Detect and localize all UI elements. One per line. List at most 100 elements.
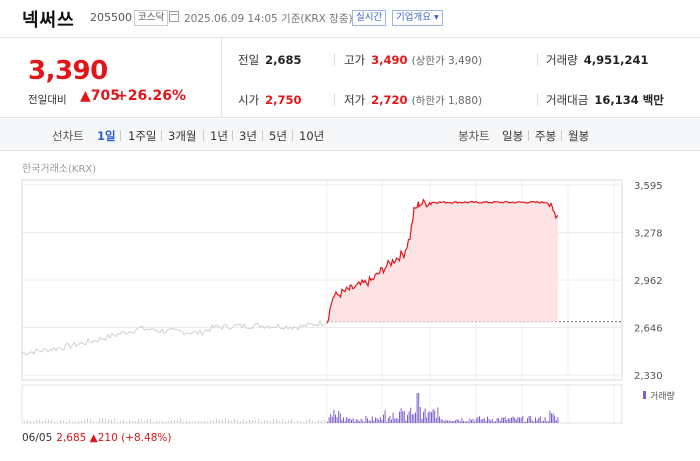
price-line xyxy=(326,198,559,324)
tab-1w[interactable]: 1주일 xyxy=(128,129,157,143)
stat-sub: (하한가 1,880) xyxy=(411,95,483,107)
tab-3y[interactable]: 3년 xyxy=(239,129,257,143)
volume-bar xyxy=(458,420,460,423)
volume-bar xyxy=(491,419,493,423)
volume-bar xyxy=(551,413,552,423)
volume-bar xyxy=(183,421,184,423)
volume-bar xyxy=(399,411,400,423)
stock-name[interactable]: 넥써쓰 xyxy=(22,10,75,31)
price-summary: 3,390 전일대비 ▲705 +26.26% 전일 2,685 시가 2,750 … xyxy=(0,38,700,118)
stat-label: 저가 xyxy=(344,93,366,107)
volume-bar xyxy=(171,420,172,423)
volume-bar xyxy=(522,416,524,423)
volume-bar xyxy=(201,421,202,423)
volume-bar xyxy=(397,418,399,423)
tab-daily[interactable]: 일봉 xyxy=(502,129,524,143)
divider xyxy=(537,93,538,106)
change-value: ▲705 xyxy=(80,88,120,104)
stat-amount: 거래대금 16,134 백만 xyxy=(546,92,664,108)
volume-bar xyxy=(87,418,88,423)
realtime-button[interactable]: 실시간 xyxy=(352,10,387,26)
volume-bar xyxy=(258,418,259,423)
divider xyxy=(120,130,121,141)
tab-monthly[interactable]: 월봉 xyxy=(568,129,590,143)
volume-bar xyxy=(445,419,447,423)
volume-bar xyxy=(330,413,332,423)
volume-bar xyxy=(419,407,421,423)
volume-bar xyxy=(243,418,244,423)
stat-label: 거래량 xyxy=(546,53,578,67)
volume-bar xyxy=(237,420,238,423)
stat-label: 전일 xyxy=(238,53,260,67)
stat-value: 2,720 xyxy=(371,93,408,107)
stat-low: 저가 2,720 (하한가 1,880) xyxy=(344,92,482,108)
tab-1y[interactable]: 1년 xyxy=(210,129,228,143)
volume-bar xyxy=(538,418,540,423)
volume-bar xyxy=(174,419,175,423)
volume-bar xyxy=(231,420,232,423)
volume-bar xyxy=(378,419,380,423)
divider xyxy=(528,130,529,141)
volume-bar xyxy=(129,419,130,423)
volume-bar xyxy=(327,421,328,423)
volume-bar xyxy=(264,420,265,423)
volume-bar xyxy=(410,407,412,423)
stat-volume: 거래량 4,951,241 xyxy=(546,52,649,68)
volume-bar xyxy=(539,416,541,423)
volume-bar xyxy=(547,421,549,423)
current-price: 3,390 xyxy=(28,56,108,86)
tab-1d[interactable]: 1일 xyxy=(97,129,116,143)
volume-bar xyxy=(368,420,370,423)
volume-bar xyxy=(99,418,100,423)
volume-frame xyxy=(21,384,623,424)
y-tick-label: 2,962 xyxy=(634,276,663,287)
volume-bar xyxy=(490,420,492,423)
volume-bar xyxy=(270,421,271,423)
y-tick-label: 3,278 xyxy=(634,229,663,240)
volume-bar xyxy=(355,419,357,423)
tab-weekly[interactable]: 주봉 xyxy=(535,129,557,143)
change-label: 전일대비 xyxy=(28,94,67,106)
stat-value: 16,134 백만 xyxy=(594,93,664,107)
volume-bar xyxy=(554,415,556,423)
tab-5y[interactable]: 5년 xyxy=(269,129,287,143)
volume-bar xyxy=(33,421,34,423)
stat-value: 3,490 xyxy=(371,53,408,67)
volume-bar xyxy=(339,413,341,423)
volume-bar xyxy=(447,420,448,423)
volume-bar xyxy=(349,418,351,423)
volume-bar xyxy=(328,417,330,423)
tab-10y[interactable]: 10년 xyxy=(299,129,325,143)
y-tick-label: 2,330 xyxy=(634,371,663,382)
volume-bar xyxy=(63,420,64,423)
volume-bar xyxy=(222,419,223,423)
volume-bar xyxy=(483,418,485,423)
volume-bar xyxy=(300,420,301,423)
volume-bar xyxy=(312,420,313,423)
volume-bar xyxy=(210,420,211,423)
volume-bar xyxy=(411,414,413,423)
volume-bar xyxy=(546,421,548,423)
volume-bar xyxy=(392,412,394,423)
volume-bar xyxy=(383,414,384,423)
company-info-dropdown[interactable]: 기업개요 ▾ xyxy=(392,10,443,26)
tab-3m[interactable]: 3개월 xyxy=(168,129,197,143)
volume-bar xyxy=(216,418,217,423)
volume-bar xyxy=(507,418,509,423)
divider xyxy=(292,130,293,141)
volume-bar xyxy=(480,419,482,423)
stat-open: 시가 2,750 xyxy=(238,92,302,108)
volume-bar xyxy=(427,412,429,423)
data-source: 한국거래소(KRX) xyxy=(22,164,97,175)
volume-bar xyxy=(543,420,544,423)
volume-bar xyxy=(363,422,365,423)
volume-bar xyxy=(54,421,55,423)
volume-bar xyxy=(495,421,496,423)
volume-bar xyxy=(506,419,508,423)
volume-bar xyxy=(475,418,477,423)
volume-bar xyxy=(195,421,196,423)
volume-bar xyxy=(515,419,517,423)
volume-bar xyxy=(180,418,181,423)
